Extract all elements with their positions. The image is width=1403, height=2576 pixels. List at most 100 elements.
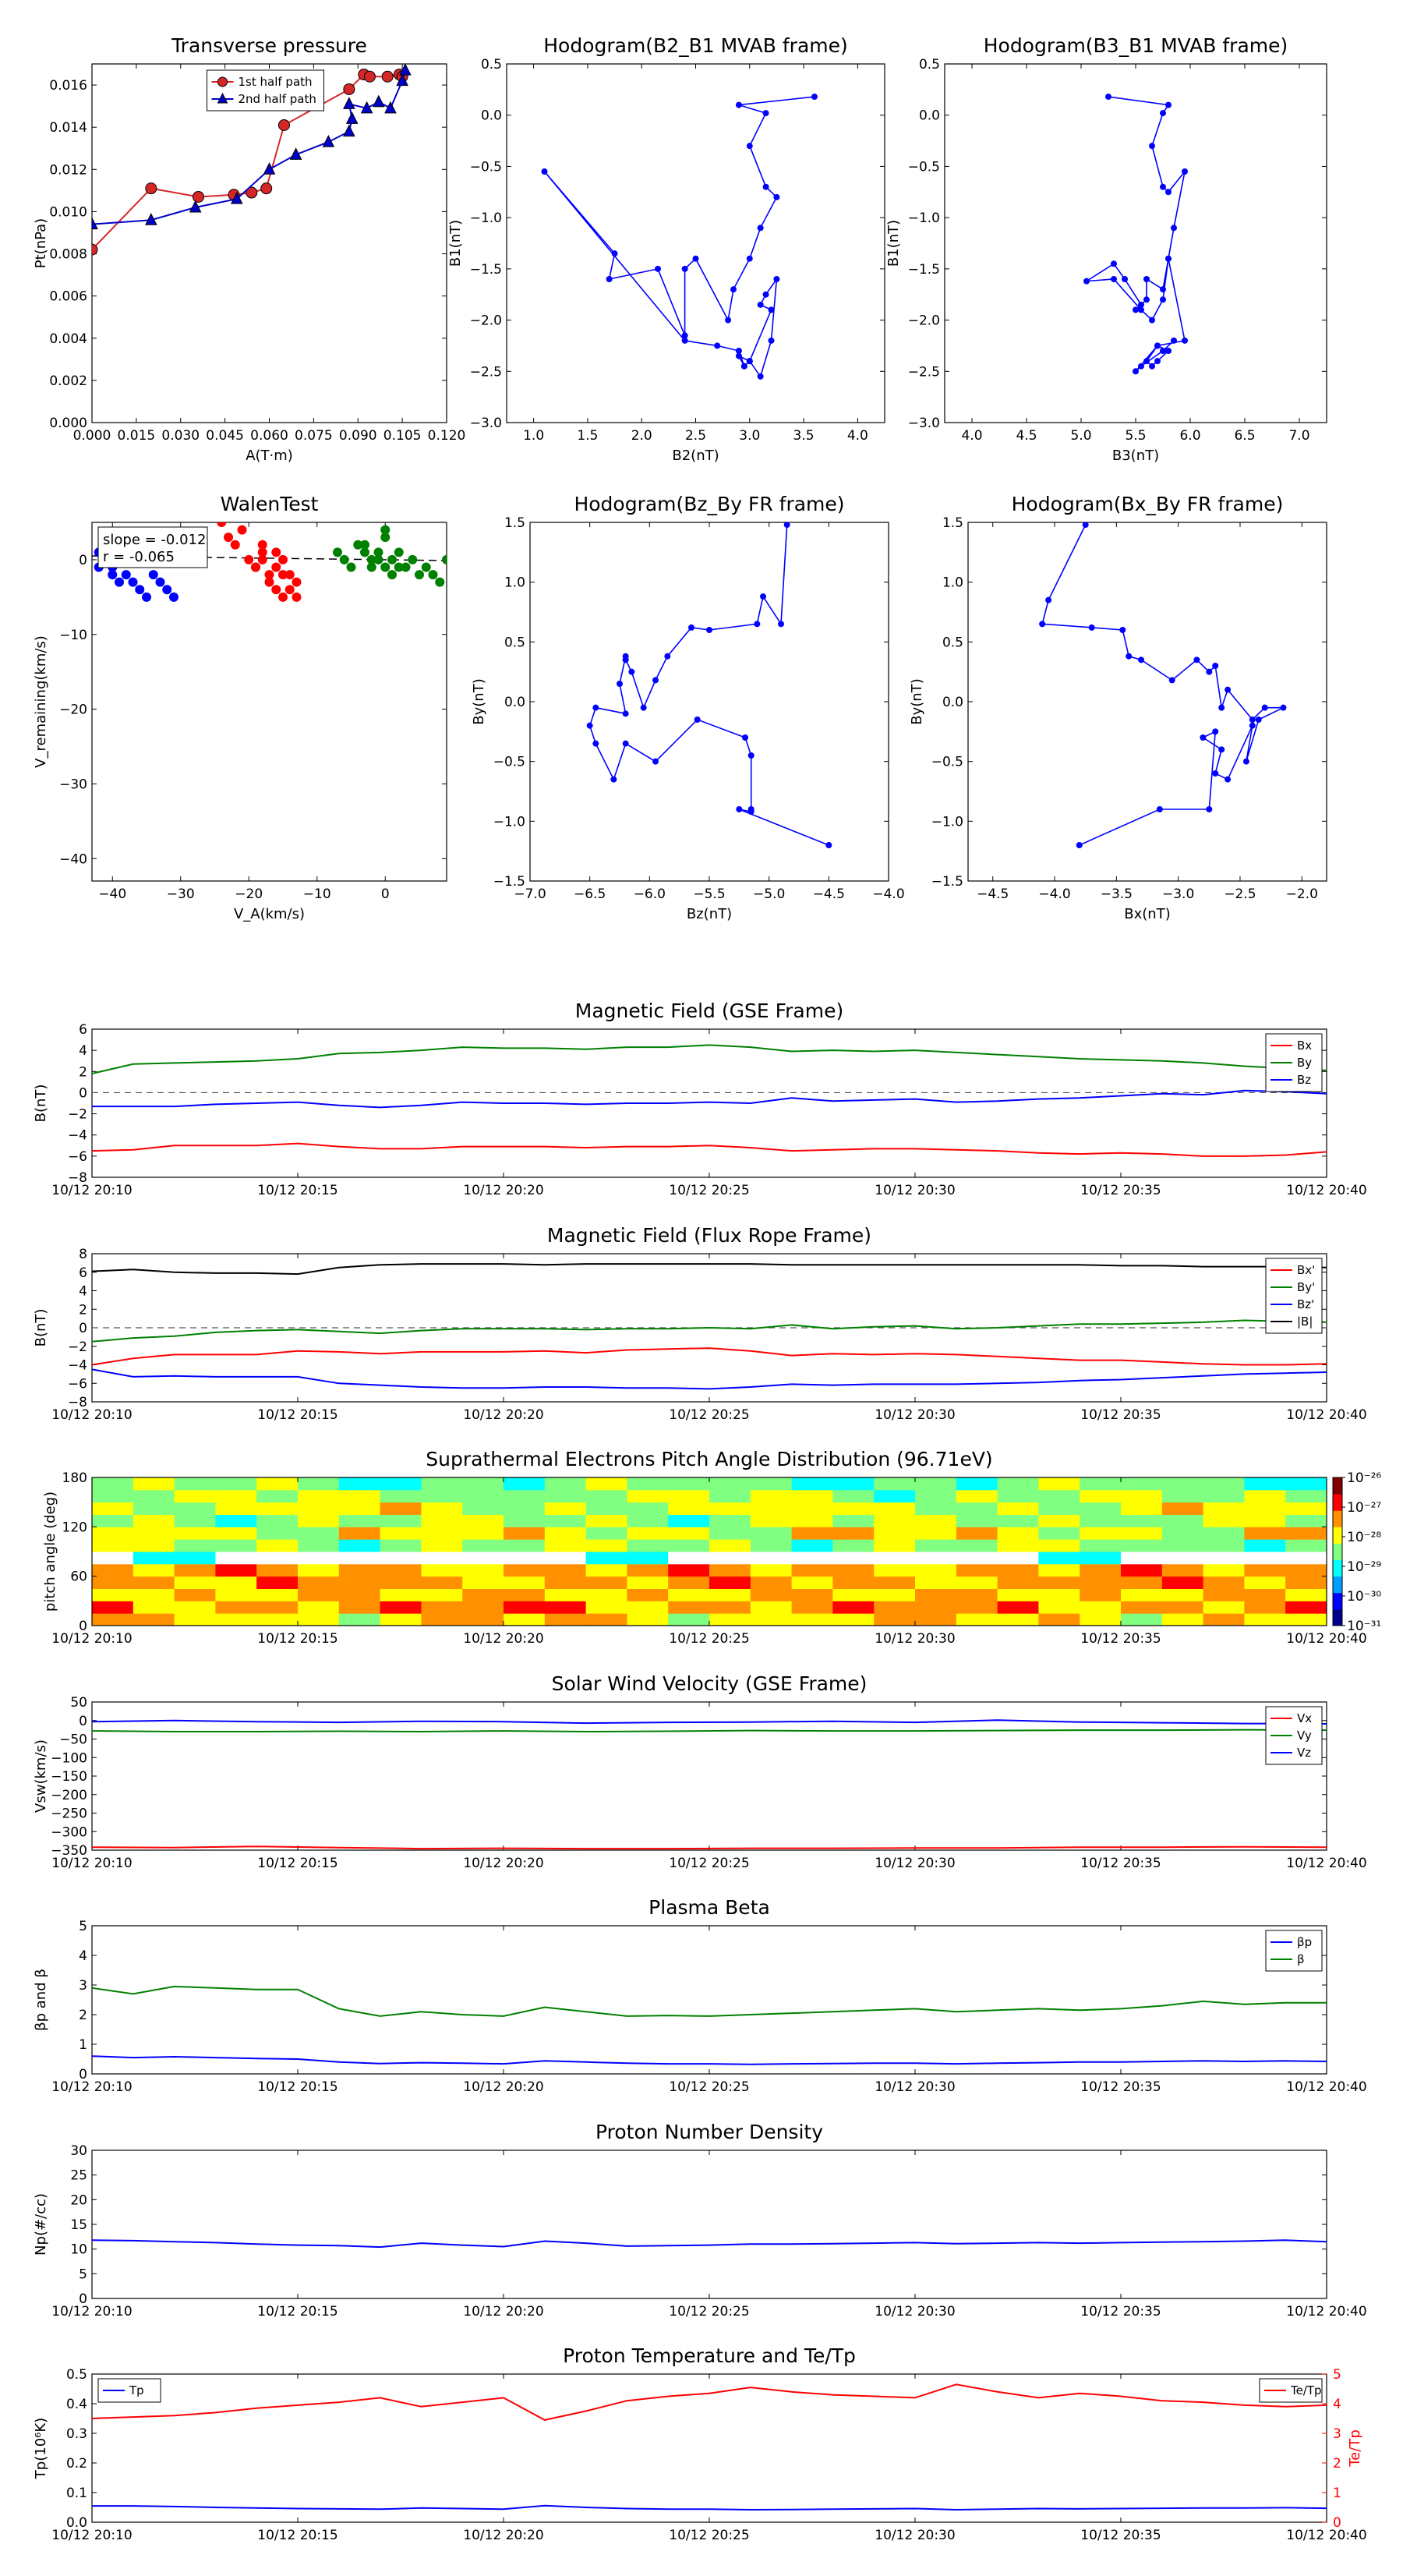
data-point [762,291,769,298]
heatmap-cell [750,1527,793,1540]
data-point [768,337,775,344]
y-right-tick-label: 3 [1333,2426,1341,2442]
data-point [1249,717,1256,723]
plot-frame [967,522,1327,882]
heatmap-cell [1285,1502,1327,1515]
x-tick-label: 0.105 [383,428,422,444]
legend: Vx Vy Vz [1265,1706,1323,1765]
heatmap-cell [997,1502,1039,1515]
heatmap-cell [791,1613,833,1626]
x-tick-label: 0.015 [118,428,156,444]
heatmap-cell [92,1489,134,1503]
x-tick-label: 10/12 20:15 [257,1183,337,1198]
heatmap-cell [338,1601,381,1614]
heatmap-cell [1203,1588,1245,1601]
plot-frame [529,522,889,882]
heatmap-cell [627,1514,669,1527]
heatmap-cell [1161,1552,1204,1565]
data-point [230,540,240,550]
y-tick-label: −1.5 [470,262,502,278]
heatmap-cell [1161,1477,1204,1491]
heatmap-cell [874,1514,916,1527]
heatmap-cell [1161,1613,1204,1626]
data-point [1171,225,1177,232]
data-point [1138,306,1144,313]
data-point [747,752,755,759]
heatmap-cell [997,1489,1039,1503]
data-point [92,217,98,230]
heatmap-cell [956,1613,998,1626]
heatmap-cell [1161,1588,1204,1601]
data-point [339,554,349,564]
x-tick-label: 10/12 20:35 [1080,2304,1161,2319]
heatmap-cell [421,1613,463,1626]
plot-frame [91,522,447,882]
series-line [92,1089,1327,1109]
y-tick-label: 0.5 [942,635,963,650]
heatmap-cell [174,1477,216,1491]
heatmap-cell [791,1588,833,1601]
heatmap-cell [750,1502,793,1515]
y-tick-label: 0.0 [66,2515,87,2531]
heatmap-cell [668,1489,710,1503]
heatmap-cell [956,1576,998,1589]
data-point [92,243,98,256]
x-tick-label: 10/12 20:15 [257,1407,337,1423]
data-point [1156,806,1163,812]
x-tick-label: −6.5 [574,886,606,902]
y-tick-label: 0 [79,553,87,568]
x-tick-label: 10/12 20:20 [463,1856,543,1871]
x-axis-label: B3(nT) [1112,448,1159,464]
y-tick-label: 0.5 [504,635,525,650]
heatmap-cell [1038,1489,1080,1503]
data-point [271,547,281,557]
y-tick-label: 0 [79,1085,87,1101]
chart-title: Proton Number Density [595,2121,823,2143]
heatmap-cell [1080,1563,1122,1577]
heatmap-cell [1285,1539,1327,1552]
data-point [1160,286,1166,293]
data-point [1143,276,1150,282]
heatmap-cell [1244,1489,1286,1503]
data-point [366,562,376,572]
heatmap-cell [215,1489,257,1503]
heatmap-cell [1203,1477,1245,1491]
heatmap-cell [544,1477,587,1491]
x-tick-label: 10/12 20:10 [51,2528,132,2543]
heatmap-cell [338,1588,381,1601]
data-point [366,554,376,564]
y-tick-label: 0.006 [49,289,87,305]
heatmap-cell [215,1576,257,1589]
y-tick-label: 1.0 [504,575,525,591]
heatmap-cell [298,1514,340,1527]
y-tick-label: 0.5 [66,2367,87,2383]
data-point [610,776,617,783]
legend: βp β [1265,1930,1323,1972]
heatmap-cell [874,1601,916,1614]
chart-walen: WalenTest −40 −30 −20 −10 0 −40 −30 −20 −10 0 V_A(k… [33,493,447,922]
data-point [263,162,276,175]
y-tick-label: 8 [79,1247,87,1262]
y-tick-label: −1.0 [470,211,502,226]
heatmap-cell [1121,1576,1163,1589]
data-point [592,704,599,711]
data-point [1206,668,1213,675]
heatmap-cell [133,1527,175,1540]
heatmap-cell [915,1552,957,1565]
heatmap-cell [832,1552,875,1565]
colorbar: 10⁻³¹ 10⁻³⁰ 10⁻²⁹ 10⁻²⁸ 10⁻²⁷ 10⁻²⁶ [1332,1470,1381,1634]
series-line [588,525,829,846]
heatmap-cell [832,1514,875,1527]
heatmap-cell [338,1489,381,1503]
data-point [681,265,688,272]
heatmap-cell [544,1588,587,1601]
heatmap-cell [668,1527,710,1540]
data-point [142,592,151,602]
heatmap-cell [504,1613,546,1626]
data-point [694,717,701,723]
heatmap-cell [668,1477,710,1491]
chart-title: Solar Wind Velocity (GSE Frame) [552,1672,868,1695]
data-point [1126,653,1133,660]
heatmap-cell [1161,1502,1204,1515]
heatmap-cell [462,1489,504,1503]
